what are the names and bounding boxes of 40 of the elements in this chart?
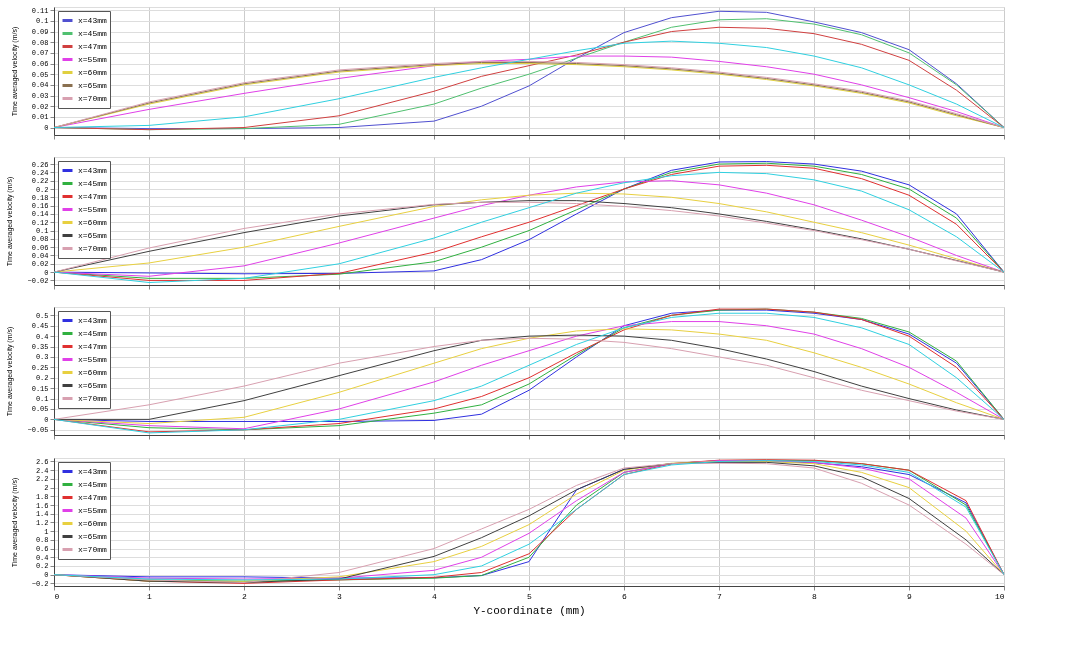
legend-label: x=45mm: [78, 28, 107, 38]
x-tick-label: 0: [54, 591, 60, 601]
legend-label: x=70mm: [78, 243, 107, 253]
legend-label: x=47mm: [78, 341, 107, 351]
legend-label: x=55mm: [78, 505, 107, 515]
legend-label: x=55mm: [78, 354, 107, 364]
legend-label: x=43mm: [78, 15, 107, 25]
legend-label: x=70mm: [78, 93, 107, 103]
legend-label: x=65mm: [78, 230, 107, 240]
legend-label: x=65mm: [78, 531, 107, 541]
legend-label: x=45mm: [78, 328, 107, 338]
legend-label: x=45mm: [78, 479, 107, 489]
legend-label: x=65mm: [78, 380, 107, 390]
legend-label: x=60mm: [78, 367, 107, 377]
x-tick-label: 4: [432, 591, 438, 601]
x-tick-label: 10: [994, 591, 1005, 601]
x-tick-label: 1: [147, 591, 153, 601]
x-tick-label: 8: [812, 591, 818, 601]
legend-label: x=70mm: [78, 393, 107, 403]
legend-label: x=43mm: [78, 315, 107, 325]
legend-label: x=55mm: [78, 204, 107, 214]
x-tick-label: 7: [717, 591, 723, 601]
x-tick-label: 6: [622, 591, 628, 601]
legend-label: x=45mm: [78, 178, 107, 188]
legend-label: x=47mm: [78, 492, 107, 502]
x-axis-title: Y-coordinate (mm): [473, 604, 586, 617]
legend-label: x=70mm: [78, 544, 107, 554]
x-tick-label: 3: [337, 591, 343, 601]
legend-label: x=60mm: [78, 217, 107, 227]
x-tick-label: 2: [242, 591, 248, 601]
legend-label: x=43mm: [78, 466, 107, 476]
legend-label: x=43mm: [78, 165, 107, 175]
legend-label: x=60mm: [78, 518, 107, 528]
legend-label: x=47mm: [78, 41, 107, 51]
legend-label: x=65mm: [78, 80, 107, 90]
legend-label: x=55mm: [78, 54, 107, 64]
legend-label: x=60mm: [78, 67, 107, 77]
legend-label: x=47mm: [78, 191, 107, 201]
x-tick-label: 9: [907, 591, 913, 601]
x-tick-label: 5: [527, 591, 533, 601]
